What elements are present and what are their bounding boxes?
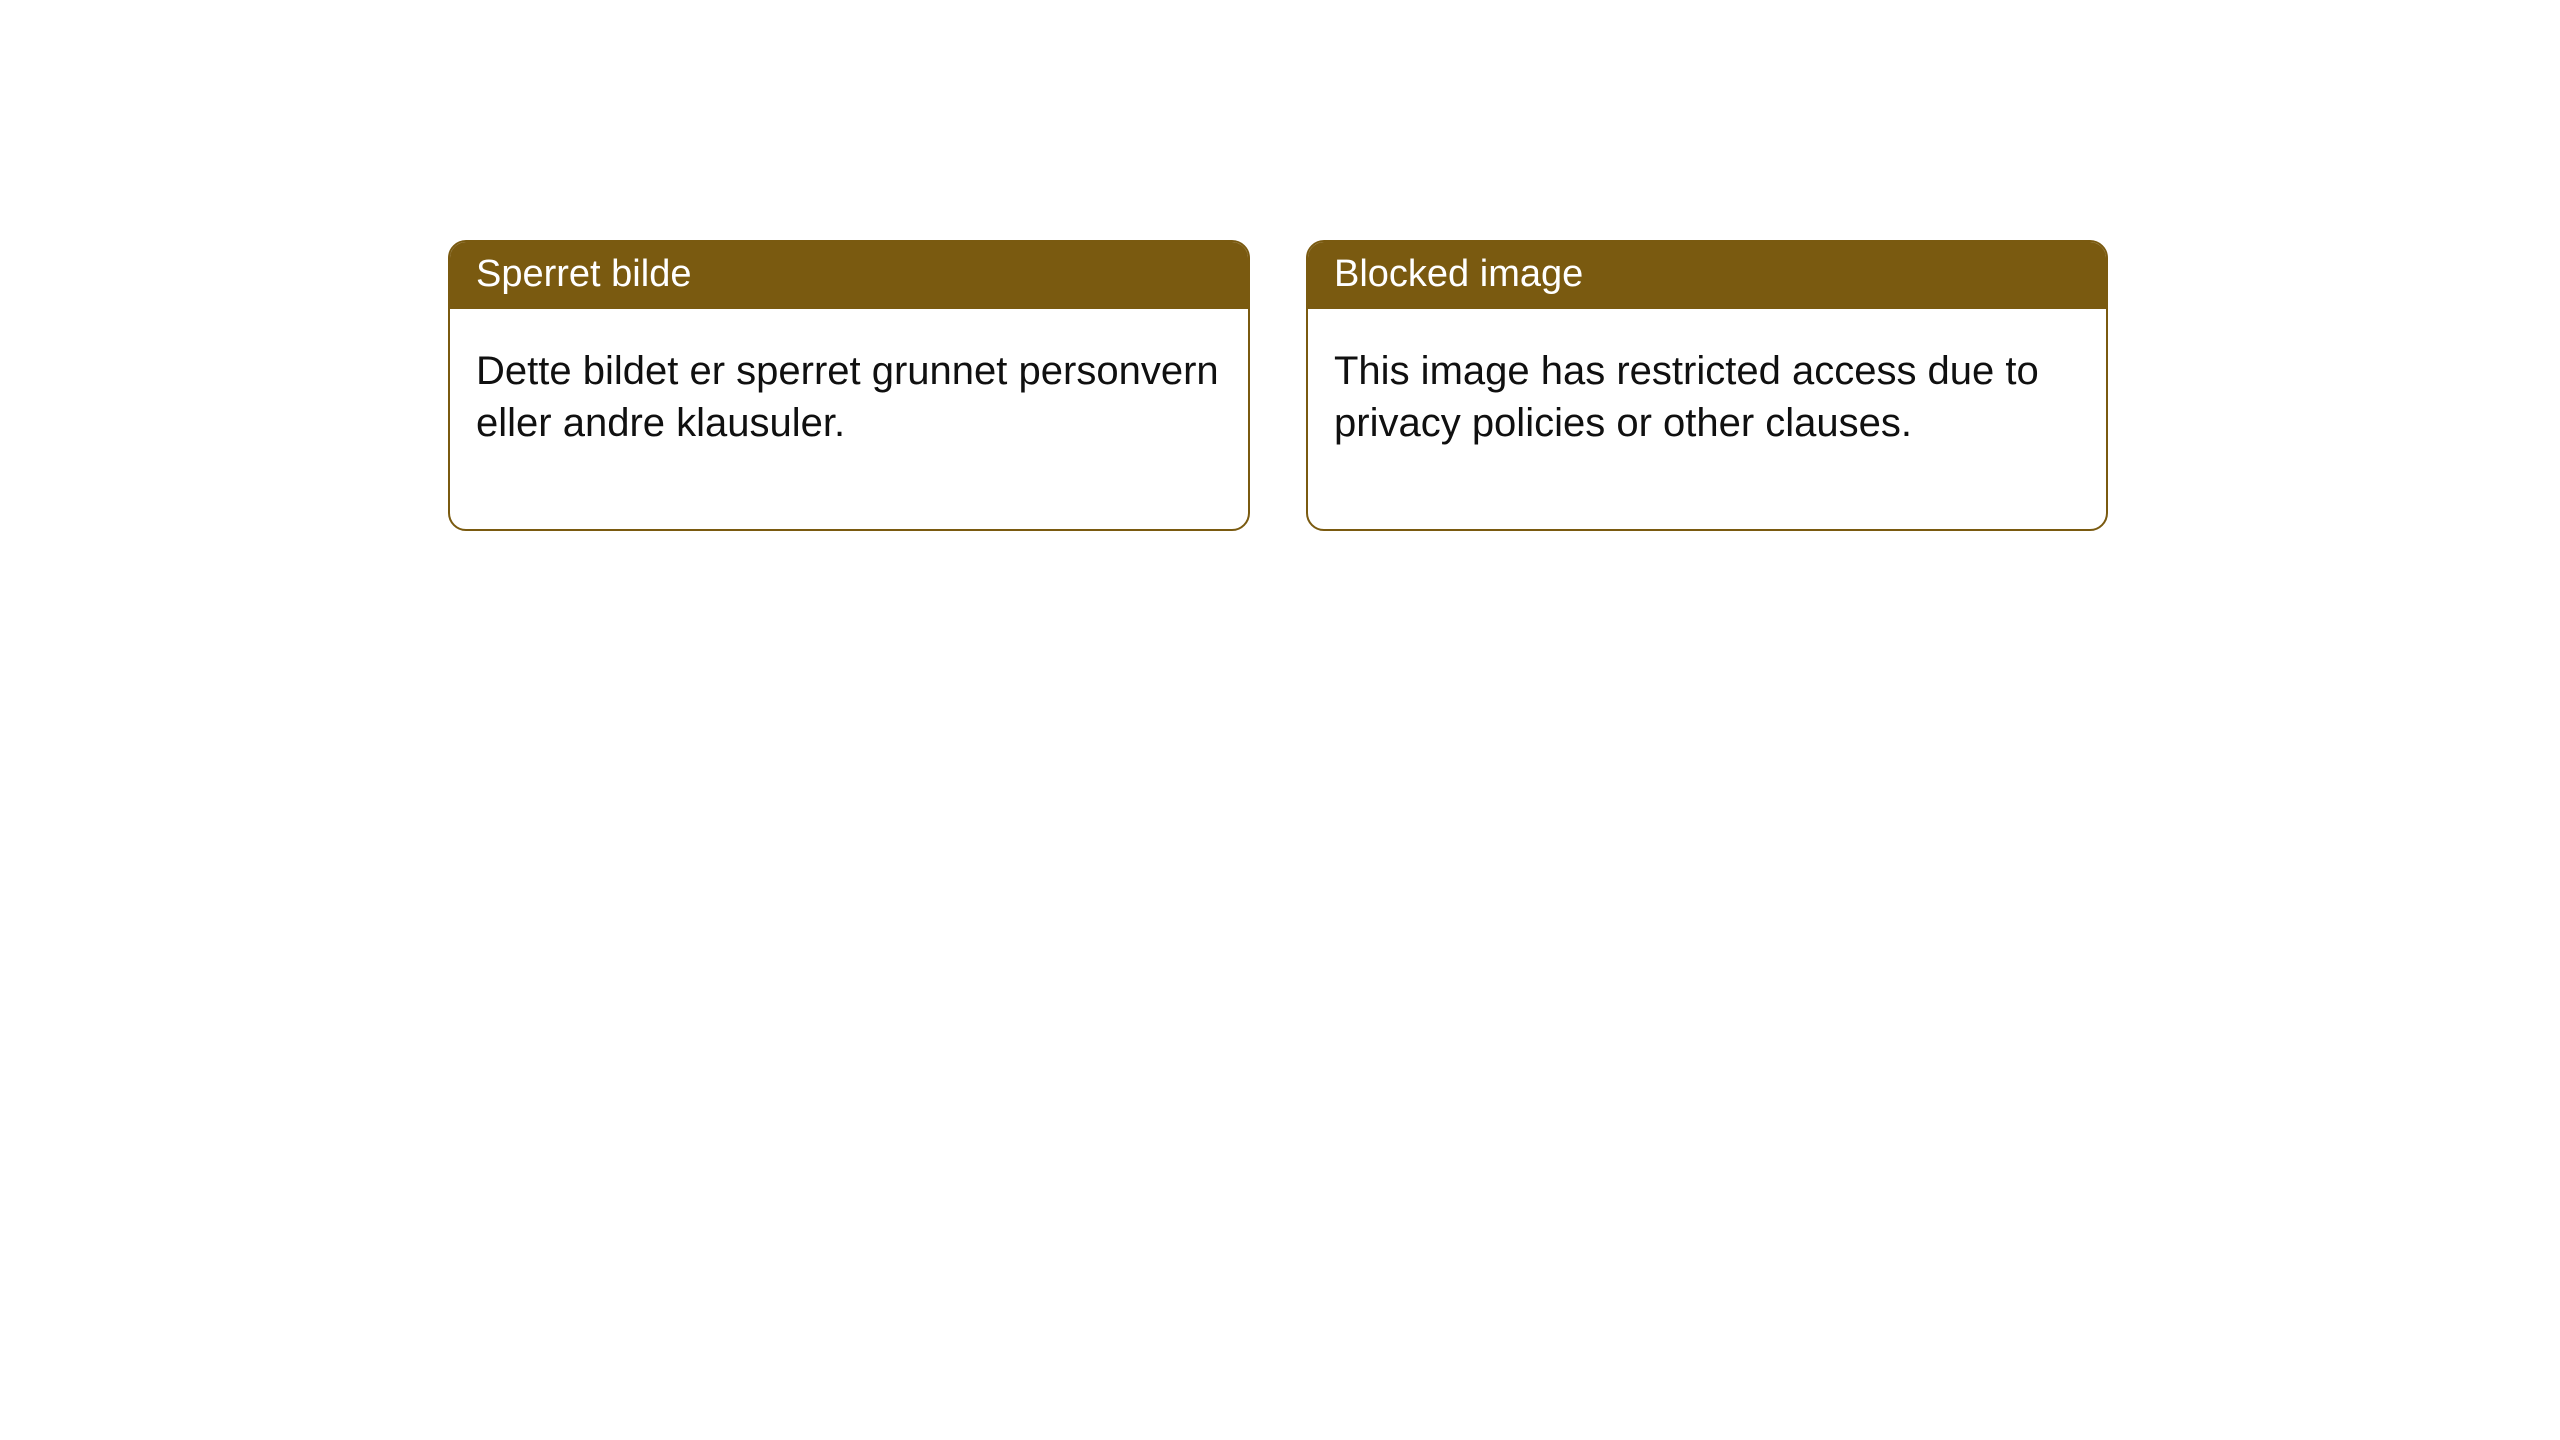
notice-card-english: Blocked image This image has restricted …: [1306, 240, 2108, 531]
notice-body-norwegian: Dette bildet er sperret grunnet personve…: [450, 309, 1248, 529]
notice-card-norwegian: Sperret bilde Dette bildet er sperret gr…: [448, 240, 1250, 531]
notice-header-english: Blocked image: [1308, 242, 2106, 309]
notice-container: Sperret bilde Dette bildet er sperret gr…: [448, 240, 2108, 531]
notice-body-english: This image has restricted access due to …: [1308, 309, 2106, 529]
notice-header-norwegian: Sperret bilde: [450, 242, 1248, 309]
